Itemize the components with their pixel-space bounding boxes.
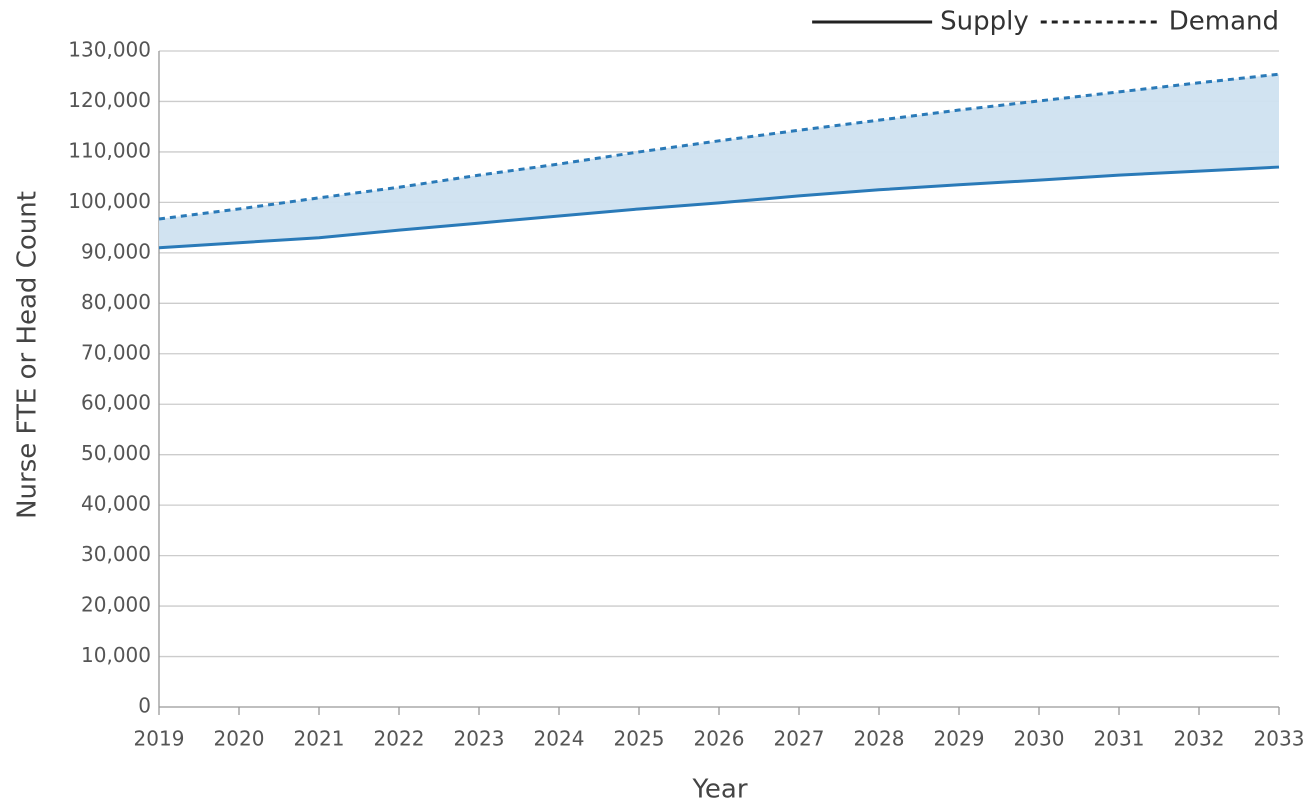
x-tick-label: 2021 <box>294 727 345 751</box>
legend-label: Demand <box>1169 7 1279 37</box>
y-tick-label: 50,000 <box>81 441 151 465</box>
y-tick-label: 90,000 <box>81 239 151 263</box>
y-tick-label: 100,000 <box>68 189 151 213</box>
y-tick-label: 80,000 <box>81 290 151 314</box>
y-tick-label: 10,000 <box>81 643 151 667</box>
x-tick-label: 2032 <box>1174 727 1225 751</box>
x-tick-label: 2020 <box>214 727 265 751</box>
x-tick-label: 2029 <box>934 727 985 751</box>
y-tick-label: 130,000 <box>68 38 151 62</box>
x-tick-label: 2028 <box>854 727 905 751</box>
x-tick-label: 2026 <box>694 727 745 751</box>
y-tick-label: 30,000 <box>81 542 151 566</box>
x-tick-label: 2022 <box>374 727 425 751</box>
x-tick-label: 2030 <box>1014 727 1065 751</box>
x-tick-label: 2033 <box>1254 727 1305 751</box>
y-tick-label: 0 <box>138 694 151 718</box>
legend-label: Supply <box>940 7 1029 37</box>
x-tick-label: 2024 <box>534 727 585 751</box>
y-tick-label: 60,000 <box>81 391 151 415</box>
x-tick-label: 2019 <box>134 727 185 751</box>
y-tick-label: 40,000 <box>81 492 151 516</box>
x-tick-label: 2031 <box>1094 727 1145 751</box>
y-tick-label: 120,000 <box>68 88 151 112</box>
gap-area <box>159 74 1279 248</box>
line-1 <box>158 72 1280 221</box>
y-tick-label: 70,000 <box>81 340 151 364</box>
x-tick-label: 2025 <box>614 727 665 751</box>
x-tick-label: 2027 <box>774 727 825 751</box>
y-tick-label: 110,000 <box>68 138 151 162</box>
y-axis-title: Nurse FTE or Head Count <box>13 191 43 519</box>
y-tick-label: 20,000 <box>81 593 151 617</box>
x-tick-label: 2023 <box>454 727 505 751</box>
line-0 <box>158 165 1280 250</box>
x-axis-title: Year <box>691 775 747 805</box>
